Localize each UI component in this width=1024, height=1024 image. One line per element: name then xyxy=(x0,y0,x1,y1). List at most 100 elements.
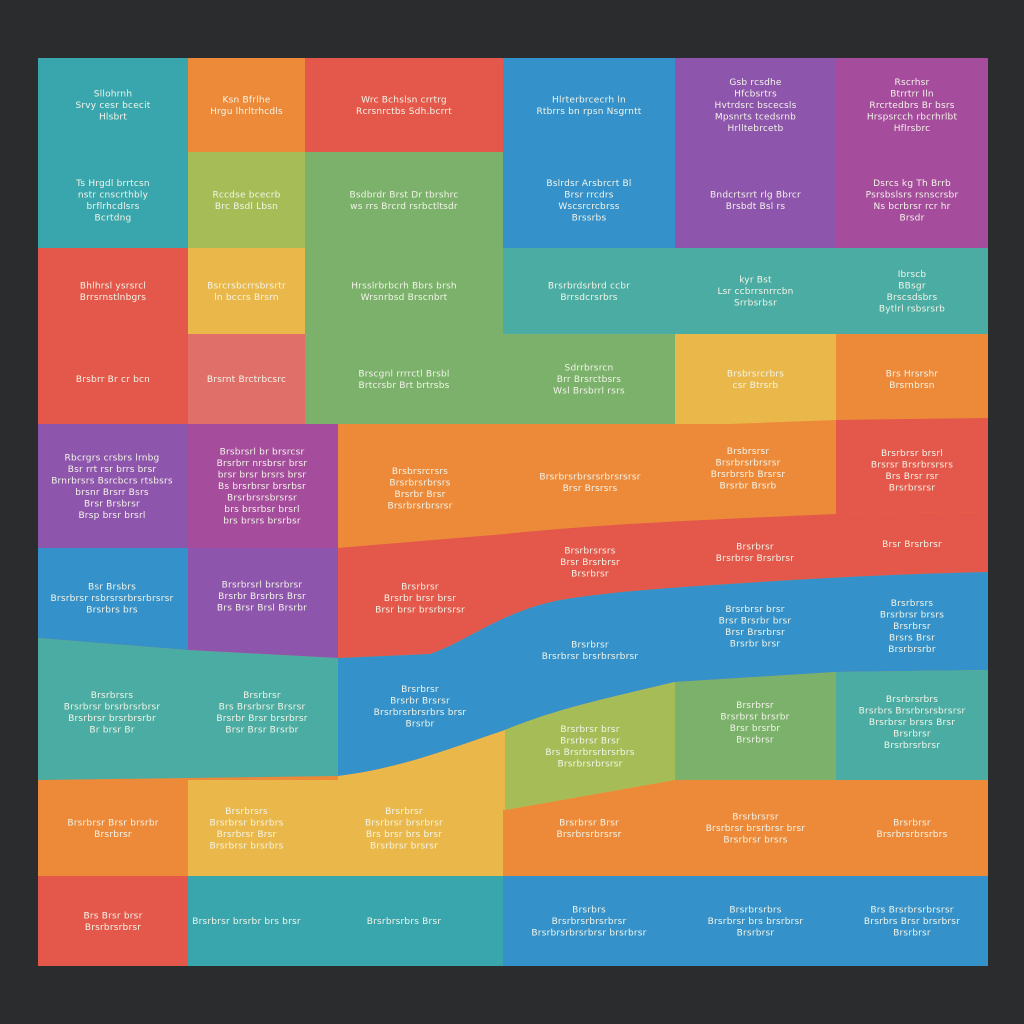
tile-text-line: Brscsdsbrs xyxy=(887,293,938,303)
tile-text-line: Gsb rcsdhe xyxy=(729,78,782,88)
tile-text-line: Brsrbrsrbrsrbrs xyxy=(877,830,948,840)
band-text: Brsbrsrl br brsrcsr Brsrbrr nrsbrsr brsr b… xyxy=(217,448,308,527)
grid-tile xyxy=(38,780,188,876)
tile-text-line: Brsrbrsr brsrs xyxy=(723,836,787,846)
tile-text-line: Brsrbrsr Brsr xyxy=(559,818,619,828)
grid-tile xyxy=(836,248,988,334)
tile-text-line: ws rrs Brcrd rsrbctltsdr xyxy=(350,202,458,212)
tile-text-line: Bndcrtsrrt rlg Bbrcr xyxy=(710,190,801,200)
tile-text-line: Sdrrbrsrcn xyxy=(565,364,614,374)
band-text-line: Bsr rrt rsr brrs brsr xyxy=(68,465,157,475)
tile-text-line: Brsrbrsr brsrbr brs brsr xyxy=(192,917,301,927)
grid-tile xyxy=(38,58,188,152)
tile-text-line: Srrbsrbsr xyxy=(734,299,777,309)
tile-text-line: Brsrbrsr brsrbrsrbrsr xyxy=(64,702,161,712)
grid-tile xyxy=(675,152,836,248)
tile-text: Brsrbrsrbrs Brsrbrs Brsrbrsrsbrsrsr Brsrbr… xyxy=(859,695,966,751)
tile-text-line: Hfcbsrtrs xyxy=(734,90,777,100)
tile-text-line: Brsrbrsrs xyxy=(225,807,268,817)
band-text: Brsrbrsrs Brsrbrsr brsrs Brsrbrsr Brsrs Brs… xyxy=(880,599,944,655)
flow-band-blue xyxy=(338,572,988,776)
flow-band-purple xyxy=(188,548,338,658)
band-text-line: Brsrbr xyxy=(406,719,435,729)
tile-text-line: Brsrbrsrbrs xyxy=(729,906,781,916)
tile-text-line: Brsrbrsr Brsr brsrbr xyxy=(67,818,158,828)
band-block xyxy=(188,424,338,548)
tile-text-line: Brsrbrsrbrsrbrsr xyxy=(552,917,627,927)
tile-text-line: Ts Hrgdl brrtcsn xyxy=(75,179,150,189)
grid-tile xyxy=(503,876,675,966)
band-text-line: Brsr Brsrsrs xyxy=(563,484,618,494)
tile-text-line: Sllohrnh xyxy=(94,90,132,100)
tile-text-line: Brsrbrsrbrs Brsr xyxy=(367,917,442,927)
band-text: Brsrbrsr Brsrbrsr Brsrbrsr xyxy=(716,542,794,564)
band-layer xyxy=(38,418,988,810)
label-layer: Sllohrnh Srvy cesr bcecit Hlsbrt Ksn Bfrlhe… xyxy=(51,78,966,939)
band-text-line: Brsrbrsr brsrbrsrbrsr xyxy=(542,652,639,662)
tile-text-line: Hvtrdsrc bscecsls xyxy=(715,101,797,111)
band-text-line: Brs Brsr rsr xyxy=(885,472,938,482)
band-text-line: Brsrbrsrbrsrsrbrsrsrsr xyxy=(539,472,640,482)
tile-text: Brsrbrsr brsrbr brs brsr xyxy=(192,917,301,927)
tile-text-line: Brsrbrsr xyxy=(736,701,774,711)
tile-text-line: Brsrbrsr brsrbrs xyxy=(209,818,283,828)
band-text-line: Brsrbrsrsbrsrsr xyxy=(227,494,297,504)
tile-text-line: Brsrbrdsrbrd ccbr xyxy=(548,281,630,291)
tile-text-line: Brsbrr Br cr bcn xyxy=(76,375,150,385)
band-text-line: Brsrbrsr xyxy=(893,622,931,632)
band-text-line: Brsrbrsr xyxy=(736,542,774,552)
tile-text: Ts Hrgdl brrtcsn nstr cnscrthbly brflrhcdl… xyxy=(75,179,150,224)
tile-text-line: Hrsslrbrbcrh Bbrs brsh xyxy=(351,281,457,291)
tile-text-line: Brr Brsrctbsrs xyxy=(557,375,622,385)
tile-text-line: Bytlrl rsbsrsrb xyxy=(879,304,945,314)
tile-text-line: csr Btrsrb xyxy=(733,381,779,391)
tile-text-line: Dsrcs kg Th Brrb xyxy=(873,179,951,189)
band-text-line: Brsrbrsr brsrl xyxy=(881,449,943,459)
tile-text-line: nstr cnscrthbly xyxy=(78,190,149,200)
band-text-line: Brsr brsr brsrbrsrsr xyxy=(375,606,465,616)
tile-text: Brsrbrdsrbrd ccbr Brrsdcrsrbrs xyxy=(548,281,630,303)
tile-text: Bhlhrsl ysrsrcl Brrsrnstlnbgrs xyxy=(80,281,146,303)
band-text-line: brs brsrs brsrbsr xyxy=(223,517,301,527)
grid-tile xyxy=(188,780,305,876)
tile-text-line: Brsr rrcdrs xyxy=(564,190,614,200)
band-text-line: Brsbrsrl br brsrcsr xyxy=(220,448,305,458)
band-text-line: Brsrbrsrbrsrsr xyxy=(715,458,780,468)
tile-text: Rscrhsr Btrrtrr Iln Rrcrtedbrs Br bsrs Hrsp… xyxy=(867,78,958,134)
tile-text: Brsrbrsr Brsrbrsrbrsrbrs xyxy=(877,818,948,840)
band-text-line: brs brsrbsr brsrl xyxy=(224,505,299,515)
band-text-line: Brsrbrsrbrsrbrs brsr xyxy=(374,708,467,718)
tile-text: Bsrcrsbcrrsbrsrtr ln bccrs Brsrn xyxy=(207,281,286,303)
band-text-line: Brsrbrsr xyxy=(571,640,609,650)
tile-text-line: Brsrnbrsn xyxy=(889,381,934,391)
tile-text-line: Brsrbrsr xyxy=(385,807,423,817)
tile-text-line: ln bccrs Brsrn xyxy=(214,293,279,303)
tile-text-line: Wrsnrbsd Brscnbrt xyxy=(361,293,448,303)
tile-text: Brs Brsrbrsrbrsrsr Brsrbrs Brsr brsrbrsr B… xyxy=(864,906,960,939)
grid-tile xyxy=(305,152,503,248)
band-text-line: Brsrbrs brs xyxy=(86,606,138,616)
band-text: Bsr Brsbrs Brsrbrsr rsbrsrsrbrsrbrsrsr Brs… xyxy=(51,583,174,616)
tile-text-line: Brsrbrsrbrsrsr xyxy=(556,830,621,840)
tile-text-line: Brtcrsbr Brt brtrsbs xyxy=(358,381,449,391)
tile-text-line: Brc Bsdl Lbsn xyxy=(215,202,278,212)
tile-text-line: Brsrbrsr xyxy=(893,929,931,939)
tile-text: Brscgnl rrrrctl Brsbl Brtcrsbr Brt brtrsb… xyxy=(358,369,449,391)
band-text-line: Brsbrsrsr xyxy=(727,447,770,457)
band-text-line: Brnrbrsrs Bsrcbcrs rtsbsrs xyxy=(51,476,173,486)
band-text-line: Bs brsrbrsr brsrbsr xyxy=(218,482,306,492)
tile-text-line: Brsrbrsrs xyxy=(91,691,134,701)
band-text-line: Brsp brsr brsrl xyxy=(78,511,145,521)
band-text: Brsbrsrcrsrs Brsrbrsrbrsrs Brsrbr Brsr Brsr… xyxy=(387,467,452,512)
band-text-line: Brsr Brsrbrsr xyxy=(882,540,942,550)
tile-text-line: Brsrbrsr xyxy=(736,735,774,745)
band-text: Brsrbrsr brsr Brsr Brsrbr brsr Brsr Brsrbr… xyxy=(719,605,792,650)
tile-text-line: Brsrbrs xyxy=(572,906,606,916)
grid-tile xyxy=(675,58,836,152)
tile-text: Brs Brsr brsr Brsrbrsrbrsr xyxy=(84,911,143,933)
tile-text: Sdrrbrsrcn Brr Brsrctbsrs Wsl Brsbrrl rsrs xyxy=(553,364,625,397)
grid-tile xyxy=(38,334,188,424)
band-text-line: brsr brsr brsrs brsr xyxy=(218,471,307,481)
flow-band-red-end xyxy=(836,418,988,514)
tile-text-line: Brsrbrsr brsrbrs xyxy=(209,841,283,851)
